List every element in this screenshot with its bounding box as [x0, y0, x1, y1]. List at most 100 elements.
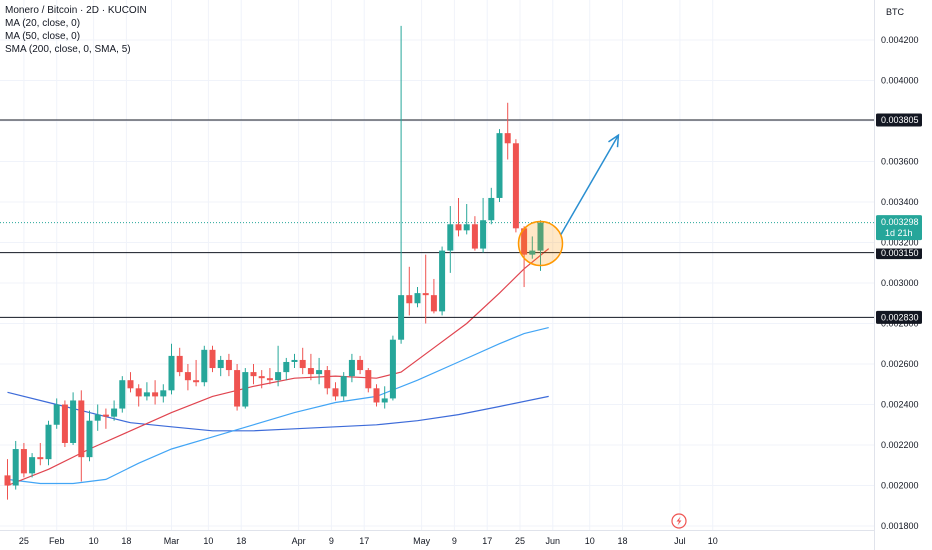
- candle-body: [348, 359, 355, 377]
- candle-body: [176, 355, 183, 373]
- time-axis[interactable]: 25 Feb 10 18 Mar 10 18 Apr 9 17 May 9 17 25 Jun 10 18 Jul…: [0, 530, 874, 550]
- candle-body: [389, 339, 396, 399]
- indicator-ma50[interactable]: MA (50, close, 0): [5, 31, 81, 42]
- candle-body: [283, 361, 290, 373]
- candle-body: [275, 372, 282, 381]
- time-tick-label: 9: [452, 536, 457, 546]
- candle-body: [184, 372, 191, 381]
- price-tick-label: 0.004000: [881, 76, 919, 86]
- candle-body: [45, 424, 52, 460]
- axis-price-labels: 0.003805 0.003150 0.002830 0.003200 0.003298…: [876, 113, 922, 324]
- candle-body: [324, 370, 331, 389]
- flash-event-icon: [671, 513, 687, 529]
- bar-countdown-label: 1d 21h: [885, 228, 913, 238]
- candle-body: [266, 378, 273, 381]
- time-tick-label: 10: [708, 536, 718, 546]
- highlight-circle: [517, 220, 564, 267]
- candle-body: [168, 355, 175, 391]
- time-tick-label: 18: [617, 536, 627, 546]
- time-tick-label: 17: [482, 536, 492, 546]
- candle-body: [430, 295, 437, 312]
- candle-body: [299, 359, 306, 369]
- candle-body: [537, 222, 544, 251]
- level-price-label-box: [876, 246, 922, 260]
- candle-body: [504, 133, 511, 144]
- indicator-sma200[interactable]: SMA (200, close, 0, SMA, 5): [5, 44, 131, 55]
- candle-body: [414, 293, 421, 304]
- candle-body: [217, 359, 224, 369]
- time-tick-label: Jun: [546, 536, 561, 546]
- current-price-label-box: [876, 215, 922, 241]
- candle-body: [127, 380, 134, 389]
- time-axis-background: [0, 530, 874, 550]
- candle-body: [316, 370, 323, 375]
- candle-body: [234, 370, 241, 407]
- ma-line-path: [7, 327, 549, 485]
- candle-body: [463, 224, 470, 231]
- candle-body: [4, 475, 11, 486]
- candle-body: [250, 372, 257, 377]
- flash-bolt-icon: [676, 516, 682, 526]
- time-tick-label: Feb: [49, 536, 65, 546]
- price-tick-label: 0.002600: [881, 359, 919, 369]
- symbol-title[interactable]: Monero / Bitcoin · 2D · KUCOIN: [5, 5, 147, 16]
- candle-body: [422, 293, 429, 296]
- time-tick-label: May: [413, 536, 431, 546]
- projection-arrow-head: [608, 133, 620, 148]
- candles: [4, 25, 544, 500]
- candle-body: [307, 368, 314, 375]
- candle-body: [340, 376, 347, 397]
- candle-body: [455, 224, 462, 231]
- time-tick-label: 25: [19, 536, 29, 546]
- candle-body: [496, 133, 503, 198]
- candle-body: [529, 250, 536, 255]
- candle-body: [471, 224, 478, 249]
- chart-grid: [0, 0, 874, 530]
- candle-body: [86, 420, 93, 458]
- level-price-label-box: [876, 113, 922, 127]
- candle-body: [160, 390, 167, 397]
- price-tick-label: 0.002200: [881, 440, 919, 450]
- candle-body: [480, 220, 487, 249]
- drawings[interactable]: [517, 133, 687, 529]
- level-price-label: 0.002830: [881, 313, 919, 323]
- price-tick-label: 0.002400: [881, 400, 919, 410]
- price-tick-label: 0.004200: [881, 35, 919, 45]
- time-tick-label: 18: [236, 536, 246, 546]
- candle-body: [357, 359, 364, 371]
- candle-body: [20, 449, 27, 474]
- price-tick-label: 0.003400: [881, 197, 919, 207]
- candle-body: [521, 228, 528, 255]
- time-tick-label: Mar: [164, 536, 180, 546]
- level-price-label-box: [876, 310, 922, 324]
- ma-line-path: [7, 248, 550, 487]
- candle-body: [12, 449, 19, 486]
- candle-body: [381, 398, 388, 403]
- time-tick-label: Jul: [674, 536, 686, 546]
- time-tick-label: 10: [89, 536, 99, 546]
- candle-body: [332, 388, 339, 397]
- horizontal-levels[interactable]: [0, 119, 874, 318]
- candle-body: [447, 224, 454, 251]
- price-tick-label: 0.003000: [881, 278, 919, 288]
- candle-body: [365, 370, 372, 389]
- candle-body: [209, 349, 216, 369]
- candle-body: [488, 197, 495, 221]
- indicator-ma20[interactable]: MA (20, close, 0): [5, 18, 81, 29]
- projection-arrow-line: [560, 134, 620, 235]
- candle-body: [119, 380, 126, 409]
- candle-body: [201, 349, 208, 383]
- price-tick-label: 0.003600: [881, 157, 919, 167]
- candle-body: [258, 376, 265, 379]
- candle-body: [193, 380, 200, 383]
- candle-body: [94, 414, 101, 421]
- time-tick-label: 10: [585, 536, 595, 546]
- candle-body: [225, 359, 232, 371]
- candle-body: [439, 250, 446, 312]
- ma-20-line: [7, 248, 550, 487]
- price-tick-label: 0.001800: [881, 521, 919, 531]
- price-axis[interactable]: 0.001800 0.002000 0.002200 0.002400 0.002600…: [874, 0, 932, 550]
- candle-body: [373, 388, 380, 403]
- candle-body: [398, 295, 405, 340]
